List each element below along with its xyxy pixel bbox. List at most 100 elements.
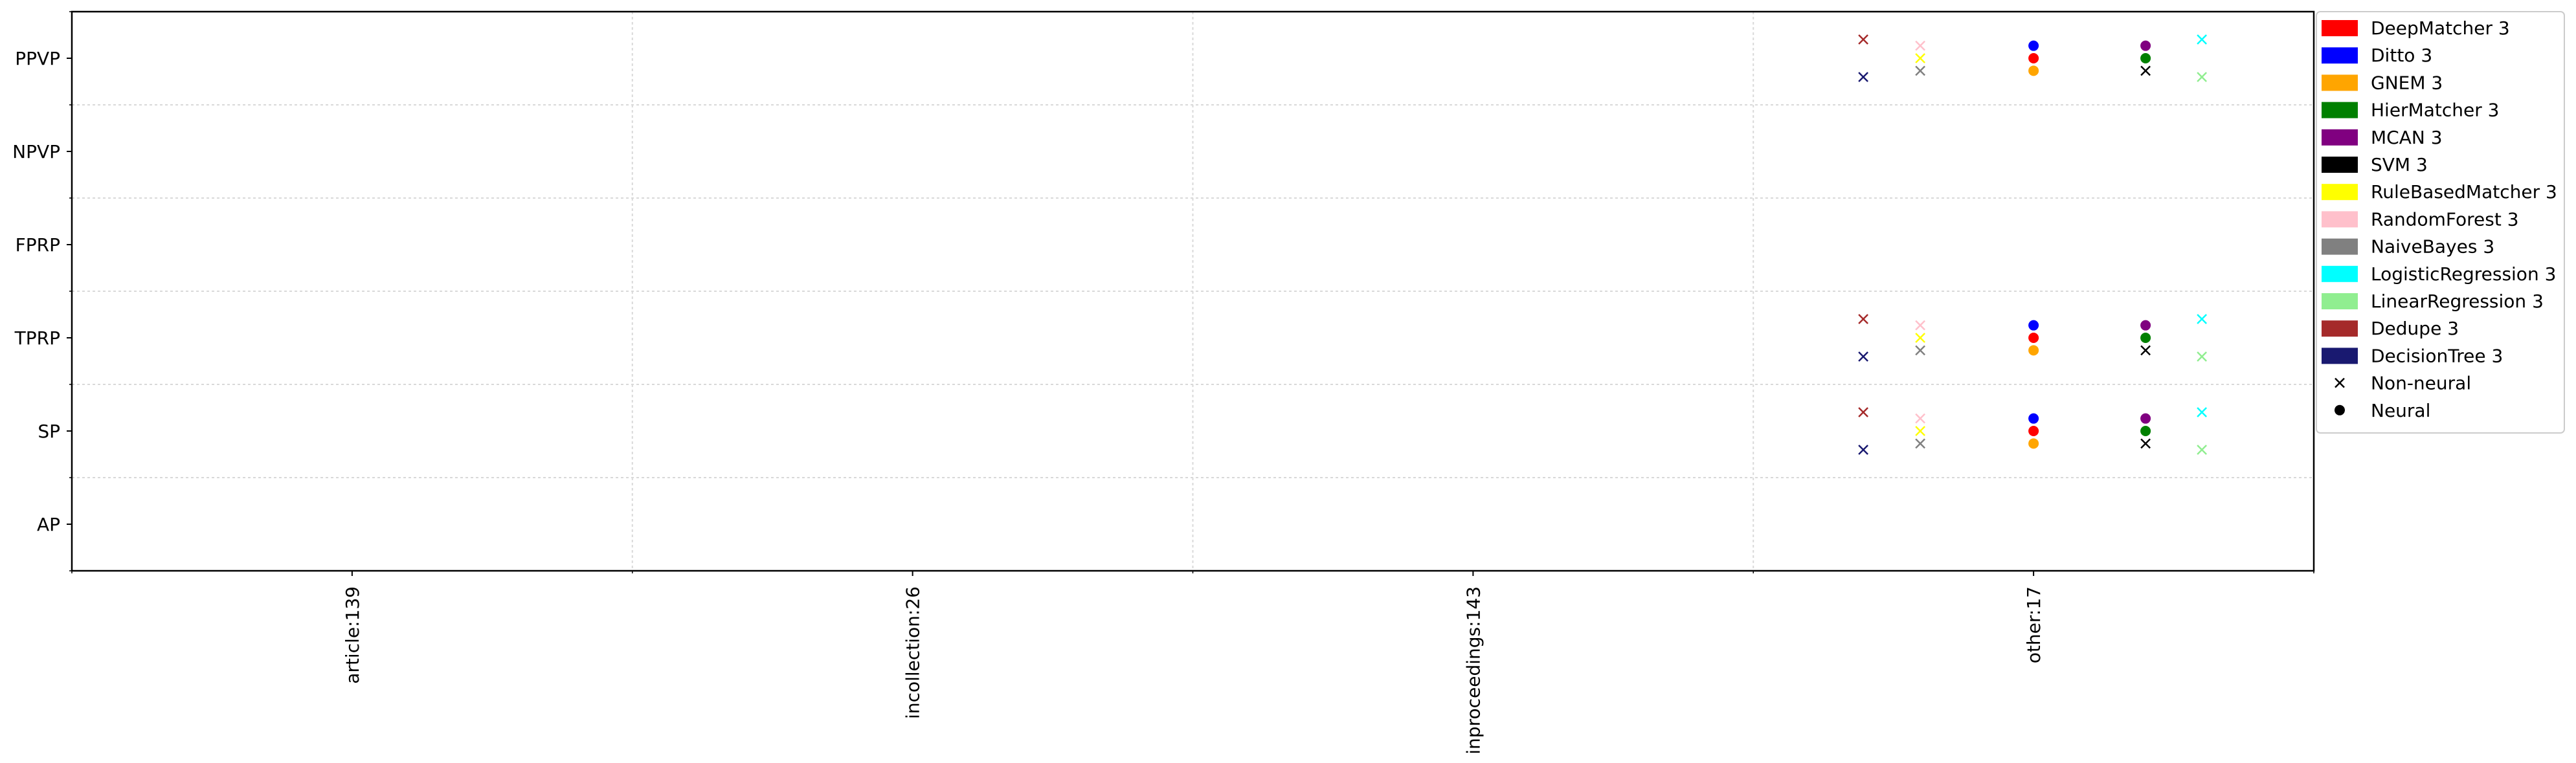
point-randomforest-3-sp-stroke [1915, 413, 1926, 424]
y-tick-label: SP [38, 421, 60, 442]
point-hiermatcher-3-ppvp [2140, 53, 2151, 63]
legend-swatch-rulebasedmatcher-3 [2322, 184, 2358, 201]
legend-label-hiermatcher-3: HierMatcher 3 [2371, 100, 2499, 121]
y-tick-label: PPVP [15, 48, 60, 69]
point-deepmatcher-3-ppvp [2028, 53, 2039, 63]
point-randomforest-3-ppvp [1915, 40, 1926, 51]
y-tick-label: TPRP [14, 327, 60, 349]
point-svm-3-tprp [2140, 345, 2151, 356]
point-decisiontree-3-sp-stroke [1858, 445, 1869, 455]
point-randomforest-3-sp [1915, 413, 1926, 424]
legend-label-gnem-3: GNEM 3 [2371, 72, 2443, 93]
legend-swatch-mcan-3 [2322, 129, 2358, 146]
x-tick-label: inproceedings:143 [1462, 586, 1484, 755]
legend-swatch-linearregression-3 [2322, 293, 2358, 309]
point-decisiontree-3-sp [1858, 445, 1869, 455]
point-svm-3-sp [2140, 438, 2151, 449]
point-linearregression-3-tprp [2197, 351, 2208, 362]
legend-swatch-logisticregression-3 [2322, 265, 2358, 282]
point-rulebasedmatcher-3-sp-stroke [1915, 426, 1926, 436]
point-naivebayes-3-ppvp [1915, 65, 1926, 76]
point-ditto-3-tprp [2028, 320, 2039, 331]
legend-swatch-ditto-3 [2322, 47, 2358, 64]
x-tick-label: incollection:26 [902, 586, 924, 719]
y-tick-label: FPRP [16, 234, 60, 256]
point-mcan-3-sp [2140, 413, 2151, 424]
point-linearregression-3-sp-stroke [2197, 445, 2208, 455]
x-tick-label: other:17 [2023, 586, 2044, 663]
legend-label-dedupe-3: Dedupe 3 [2371, 318, 2459, 339]
point-svm-3-ppvp-stroke [2140, 65, 2151, 76]
legend-label-ditto-3: Ditto 3 [2371, 45, 2432, 66]
point-mcan-3-tprp [2140, 320, 2151, 331]
axes: PPVP NPVP FPRP TPRP SP AP article:139 incollect… [12, 10, 2315, 755]
point-rulebasedmatcher-3-ppvp-stroke [1915, 53, 1926, 63]
legend-marker-non-neural-stroke [2335, 377, 2345, 388]
point-linearregression-3-tprp-stroke [2197, 351, 2208, 362]
point-naivebayes-3-sp [1915, 438, 1926, 449]
legend-label-naivebayes-3: NaiveBayes 3 [2371, 236, 2494, 258]
point-dedupe-3-ppvp-stroke [1858, 34, 1869, 45]
point-naivebayes-3-ppvp-stroke [1915, 65, 1926, 76]
legend-swatch-svm-3 [2322, 157, 2358, 173]
point-randomforest-3-ppvp-stroke [1915, 40, 1926, 51]
legend-label-linearregression-3: LinearRegression 3 [2371, 291, 2544, 312]
legend-swatch-dedupe-3 [2322, 320, 2358, 337]
point-deepmatcher-3-sp [2028, 426, 2039, 436]
point-naivebayes-3-sp-stroke [1915, 438, 1926, 449]
y-tick-label: NPVP [12, 141, 60, 162]
point-mcan-3-ppvp [2140, 40, 2151, 51]
legend-label-rulebasedmatcher-3: RuleBasedMatcher 3 [2371, 181, 2557, 203]
point-logisticregression-3-sp [2197, 407, 2208, 417]
legend-swatch-deepmatcher-3 [2322, 20, 2358, 36]
point-logisticregression-3-ppvp [2197, 34, 2208, 45]
legend-label-neural: Neural [2371, 400, 2430, 421]
point-hiermatcher-3-tprp [2140, 333, 2151, 343]
legend-swatch-hiermatcher-3 [2322, 102, 2358, 118]
point-dedupe-3-tprp [1858, 314, 1869, 324]
legend-marker-neural [2335, 404, 2345, 415]
point-ditto-3-ppvp [2028, 40, 2039, 51]
point-ditto-3-sp [2028, 413, 2039, 424]
legend-swatch-naivebayes-3 [2322, 238, 2358, 255]
legend: DeepMatcher 3 Ditto 3 GNEM 3 HierMatcher 3 M… [2316, 11, 2565, 434]
legend-label-randomforest-3: RandomForest 3 [2371, 208, 2519, 230]
point-rulebasedmatcher-3-tprp-stroke [1915, 333, 1926, 343]
legend-label-decisiontree-3: DecisionTree 3 [2371, 345, 2503, 366]
legend-frame [2316, 11, 2565, 434]
legend-swatch-decisiontree-3 [2322, 348, 2358, 364]
point-naivebayes-3-tprp-stroke [1915, 345, 1926, 356]
grid-lines [72, 12, 2314, 571]
point-svm-3-sp-stroke [2140, 438, 2151, 449]
point-logisticregression-3-tprp-stroke [2197, 314, 2208, 324]
point-decisiontree-3-tprp-stroke [1858, 351, 1869, 362]
data-points [1858, 34, 2208, 455]
point-dedupe-3-ppvp [1858, 34, 1869, 45]
point-hiermatcher-3-sp [2140, 426, 2151, 436]
legend-label-logisticregression-3: LogisticRegression 3 [2371, 263, 2556, 285]
point-rulebasedmatcher-3-sp [1915, 426, 1926, 436]
point-dedupe-3-tprp-stroke [1858, 314, 1869, 324]
point-randomforest-3-tprp-stroke [1915, 320, 1926, 331]
point-rulebasedmatcher-3-ppvp [1915, 53, 1926, 63]
point-logisticregression-3-sp-stroke [2197, 407, 2208, 417]
legend-swatch-gnem-3 [2322, 74, 2358, 91]
legend-label-mcan-3: MCAN 3 [2371, 127, 2443, 148]
point-randomforest-3-tprp [1915, 320, 1926, 331]
legend-label-svm-3: SVM 3 [2371, 154, 2428, 175]
point-gnem-3-tprp [2028, 345, 2039, 356]
point-naivebayes-3-tprp [1915, 345, 1926, 356]
point-decisiontree-3-ppvp [1858, 72, 1869, 82]
x-tick-label: article:139 [342, 586, 363, 684]
point-deepmatcher-3-tprp [2028, 333, 2039, 343]
point-logisticregression-3-tprp [2197, 314, 2208, 324]
point-svm-3-tprp-stroke [2140, 345, 2151, 356]
point-dedupe-3-sp-stroke [1858, 407, 1869, 417]
legend-label-deepmatcher-3: DeepMatcher 3 [2371, 17, 2510, 39]
point-linearregression-3-ppvp [2197, 72, 2208, 82]
point-decisiontree-3-ppvp-stroke [1858, 72, 1869, 82]
point-linearregression-3-ppvp-stroke [2197, 72, 2208, 82]
point-decisiontree-3-tprp [1858, 351, 1869, 362]
point-linearregression-3-sp [2197, 445, 2208, 455]
